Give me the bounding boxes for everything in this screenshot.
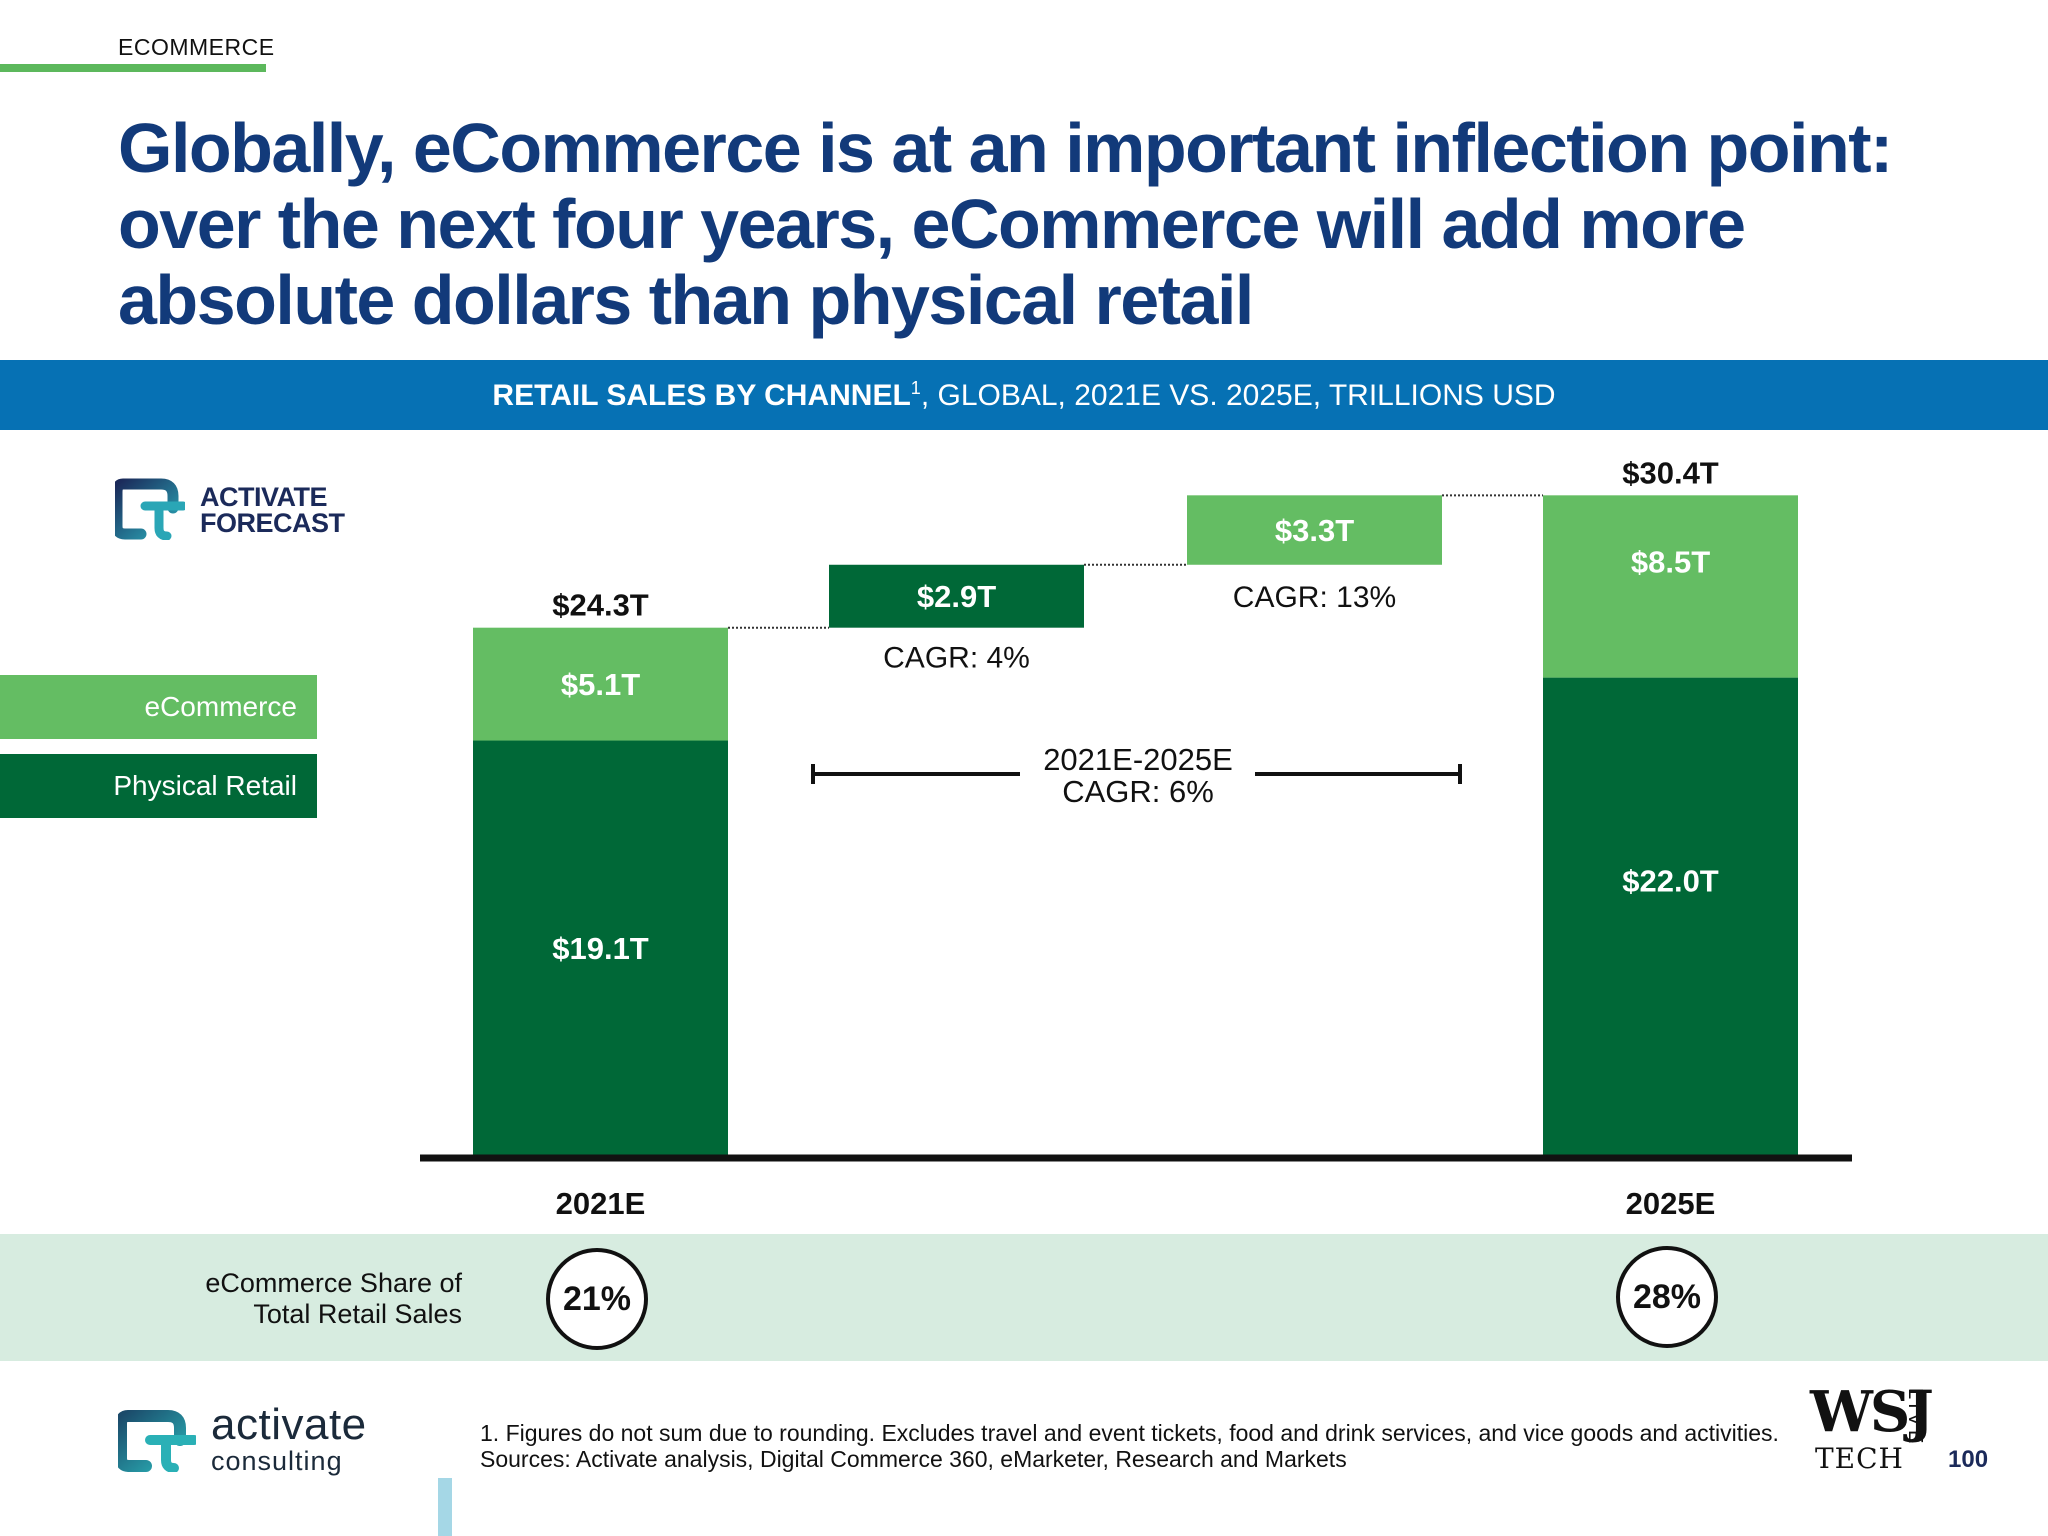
forecast-logo-line1: ACTIVATE xyxy=(200,482,328,512)
cagr-label-physical: CAGR: 4% xyxy=(883,642,1030,675)
ecommerce-share-label: eCommerce Share of Total Retail Sales xyxy=(120,1268,462,1330)
bar-increment-physical xyxy=(829,564,1084,628)
page-number: 100 xyxy=(1948,1446,1989,1473)
activate-logo-wordmark: activate xyxy=(211,1400,367,1449)
chart-header-footnote-mark: 1 xyxy=(910,377,921,398)
x-tick-label-2021: 2021E xyxy=(556,1186,646,1221)
overall-cagr-line2: CAGR: 6% xyxy=(1062,774,1214,809)
wsj-tech-label: TECH xyxy=(1815,1442,1904,1475)
share-circle-2025: 28% xyxy=(1616,1246,1718,1348)
wsj-live-label: LIVE xyxy=(1904,1388,1926,1448)
bar-2021-physical xyxy=(473,740,728,1155)
share-label-line2: Total Retail Sales xyxy=(253,1299,462,1329)
legend-ecommerce: eCommerce xyxy=(0,675,317,739)
activate-consulting-logo-icon xyxy=(118,1410,196,1472)
increment-label-physical: $2.9T xyxy=(917,579,996,614)
total-label-2021: $24.3T xyxy=(552,588,649,623)
chart-header-bold: RETAIL SALES BY CHANNEL xyxy=(492,378,911,412)
segment-label-2025-physical: $22.0T xyxy=(1622,863,1719,898)
forecast-logo-line2: FORECAST xyxy=(200,508,345,538)
chart-header-text: RETAIL SALES BY CHANNEL1, GLOBAL, 2021E … xyxy=(492,378,1555,413)
increment-label-ecommerce: $3.3T xyxy=(1275,513,1354,548)
cagr-label-bg xyxy=(830,640,1120,680)
share-label-line1: eCommerce Share of xyxy=(205,1268,462,1298)
bar-2025-physical xyxy=(1543,677,1798,1155)
footnote: 1. Figures do not sum due to rounding. E… xyxy=(480,1420,1779,1446)
bar-2025-ecommerce xyxy=(1543,495,1798,678)
bar-increment-ecommerce xyxy=(1187,495,1442,565)
segment-label-2021-physical: $19.1T xyxy=(552,931,649,966)
legend-physical-retail: Physical Retail xyxy=(0,754,317,818)
overall-cagr-line1: 2021E-2025E xyxy=(1043,742,1233,777)
segment-label-2021-ecommerce: $5.1T xyxy=(561,667,640,702)
decorative-bar xyxy=(438,1478,452,1536)
section-underline xyxy=(0,64,266,72)
section-label: ECOMMERCE xyxy=(118,34,275,60)
waterfall-chart: 2021E-2025E CAGR: 6% $24.3T $30.4T $5.1T… xyxy=(420,455,1852,1221)
cagr-label-bg xyxy=(1190,580,1440,620)
x-tick-label-2025: 2025E xyxy=(1626,1186,1716,1221)
share-circle-2021: 21% xyxy=(546,1248,648,1350)
activate-forecast-logo-icon xyxy=(115,478,185,540)
segment-label-2025-ecommerce: $8.5T xyxy=(1631,544,1710,579)
bar-2021-ecommerce xyxy=(473,627,728,741)
wsj-logo: WSJ xyxy=(1810,1379,1934,1445)
page-title: Globally, eCommerce is at an important i… xyxy=(118,109,1893,339)
sources-note: Sources: Activate analysis, Digital Comm… xyxy=(480,1446,1347,1472)
chart-header-band: RETAIL SALES BY CHANNEL1, GLOBAL, 2021E … xyxy=(0,360,2048,430)
total-label-2025: $30.4T xyxy=(1622,455,1719,490)
activate-logo-subtitle: consulting xyxy=(211,1446,343,1476)
cagr-label-ecommerce: CAGR: 13% xyxy=(1233,581,1396,614)
chart-header-rest: , GLOBAL, 2021E VS. 2025E, TRILLIONS USD xyxy=(920,378,1556,412)
